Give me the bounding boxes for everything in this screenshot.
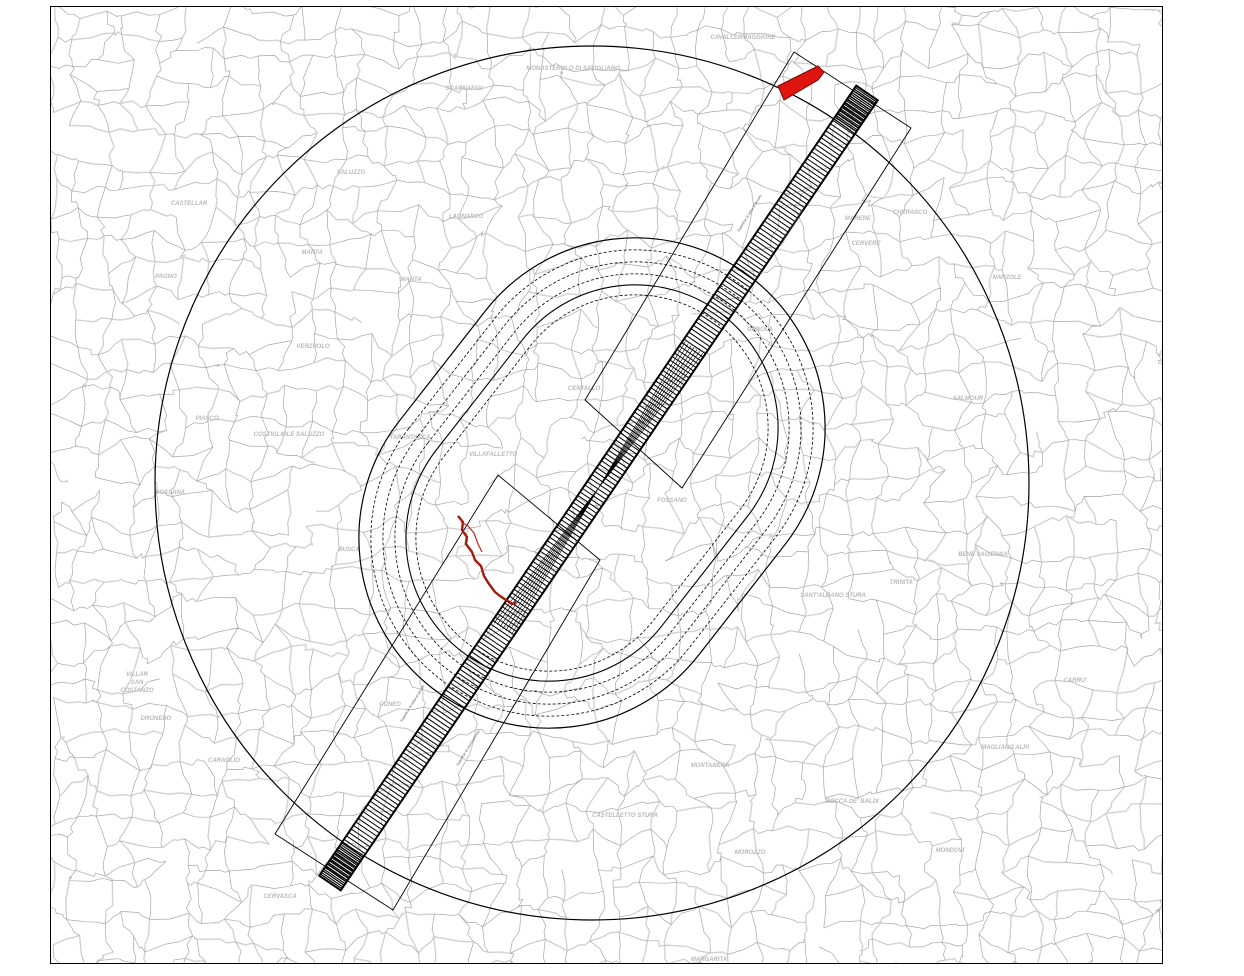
- label-trinita: TRINITA': [890, 580, 915, 586]
- label-villar-1: VILLAR: [126, 672, 148, 678]
- runway-strip: [317, 84, 880, 892]
- label-rossana: ROSSANA: [155, 490, 185, 496]
- label-narzole: NARZOLE: [993, 275, 1023, 281]
- label-carru: CARRU': [1063, 678, 1087, 684]
- take-off-surface-ne: [584, 51, 912, 489]
- label-castelletto: CASTELLETTO STURA: [592, 813, 658, 819]
- label-caraglio: CARAGLIO: [208, 758, 240, 764]
- horizontal-surface-contour-5: [405, 284, 779, 682]
- runway-note-1: Superficie di salita al decollo: [736, 194, 762, 232]
- label-pagno: PAGNO: [155, 274, 177, 280]
- obstacle-red-line-2: [460, 521, 483, 553]
- boundary-lines-light: [51, 7, 1162, 963]
- runway-note-3: Superficie di salita al decollo: [399, 684, 425, 722]
- label-manta-2: MANTA: [400, 277, 421, 283]
- label-cherasco: CHERASCO: [893, 210, 928, 216]
- label-saluzzo: SALUZZO: [337, 170, 366, 176]
- label-dronero: DRONERO: [141, 716, 172, 722]
- label-salmour: SALMOUR: [953, 396, 984, 402]
- horizontal-surface-contour-1: [358, 237, 826, 729]
- obstacle-red-line: [457, 515, 517, 606]
- label-cavallermaggiore: CAVALLERMAGGIORE: [710, 35, 776, 41]
- label-bene: BENE VAGIENNA: [958, 552, 1008, 558]
- label-santalbano: SANT'ALBANO STURA: [800, 593, 866, 599]
- label-piasco: PIASCO: [195, 416, 218, 422]
- label-verzuolo: VERZUOLO: [296, 344, 330, 350]
- take-off-surface-sw: [274, 474, 601, 911]
- municipal-boundaries: [51, 7, 1162, 963]
- label-magliano: MAGLIANO ALPI: [981, 745, 1029, 751]
- horizontal-surface-contour-2: [370, 249, 814, 717]
- label-lagnasco: LAGNASCO: [449, 214, 484, 220]
- label-centallo: CENTALLO: [568, 386, 601, 392]
- label-monasterolo: MONASTEROLO DI SAVIGLIANO: [526, 66, 620, 72]
- label-cuneo: CUNEO: [379, 702, 401, 708]
- municipal-boundaries-light: [51, 7, 1162, 963]
- label-scarnafigi: SCARNAFIGI: [445, 86, 483, 92]
- runway-centre-hatching: [493, 341, 704, 635]
- label-villar-3: COSTANZO: [120, 688, 154, 694]
- label-tarantasca: TARANTASCA: [390, 435, 431, 441]
- label-mondovi: MONDOVI: [936, 848, 965, 854]
- place-labels: CAVALLERMAGGIORE MONASTEROLO DI SAVIGLIA…: [120, 35, 1087, 963]
- conical-surface-circle: [154, 45, 1030, 921]
- runway-strip-end-2: [320, 842, 364, 890]
- label-margarita: MARGARITA: [691, 957, 727, 963]
- label-montanera: MONTANERA: [691, 763, 730, 769]
- label-morozzo: MOROZZO: [735, 850, 766, 856]
- runway-notes: Superficie di salita al decollo Superfic…: [399, 194, 803, 766]
- take-off-climb-surfaces: [274, 51, 912, 911]
- label-fossano: FOSSANO: [657, 498, 687, 504]
- label-busca: BUSCA: [338, 547, 359, 553]
- label-villafalletto: VILLAFALLETTO: [469, 452, 518, 458]
- horizontal-surface-contour-3: [382, 261, 802, 705]
- label-villar-2: SAN: [131, 680, 144, 686]
- label-costigliole: COSTIGLIOLE SALUZZO: [254, 432, 325, 438]
- runway-strip-end-1: [834, 85, 879, 133]
- horizontal-surface-contour-6: [415, 294, 769, 672]
- horizontal-surface-contour-4: [394, 273, 790, 693]
- label-genola: GENOLA: [747, 327, 773, 333]
- label-marene: MARENE: [845, 216, 872, 222]
- obstacle-features: [457, 65, 825, 606]
- label-cervasca: CERVASCA: [263, 894, 296, 900]
- horizontal-surface-contours: [358, 237, 826, 729]
- obstacle-red-polygon: [777, 65, 825, 101]
- label-rocca: ROCCA DE' BALDI: [825, 799, 879, 805]
- boundary-lines: [51, 7, 1162, 963]
- label-cervere: CERVERE: [851, 241, 881, 247]
- label-castellar: CASTELLAR: [171, 201, 208, 207]
- label-manta: MANTA: [301, 250, 322, 256]
